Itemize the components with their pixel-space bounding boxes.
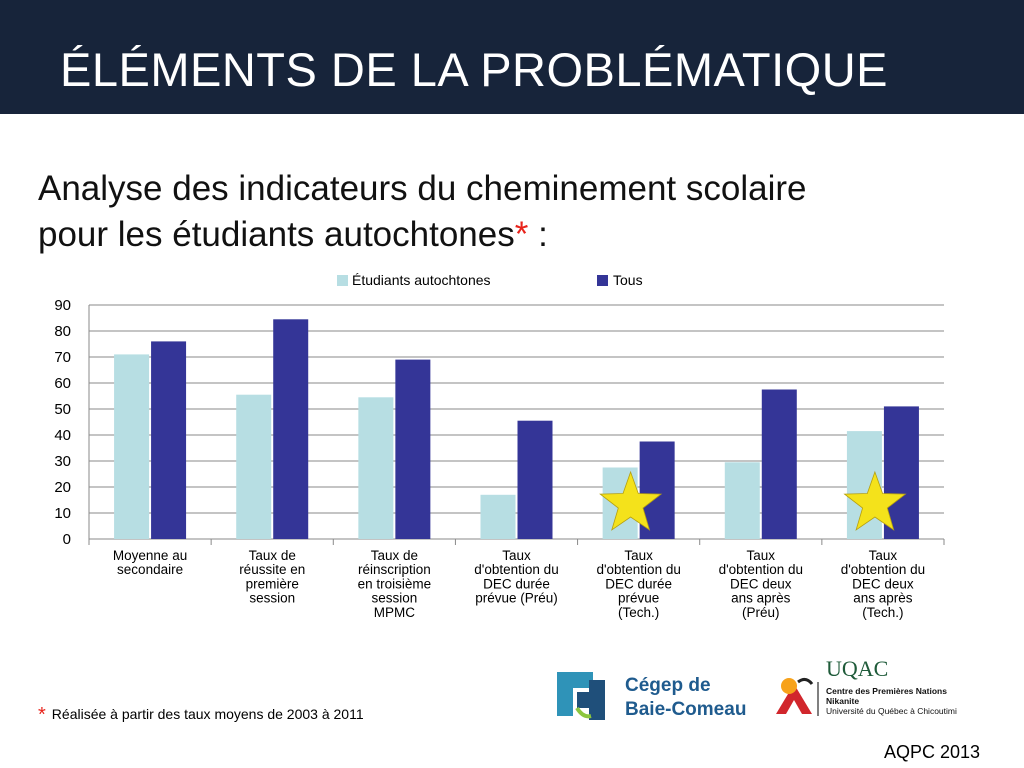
uqac-logo-feather: [797, 677, 814, 685]
x-category-label-0-0: Moyenne au: [113, 548, 187, 563]
subtitle-line-2: pour les étudiants autochtones* :: [38, 212, 998, 258]
bar-tous-1: [273, 319, 309, 539]
bar-autochtones-3: [480, 494, 516, 539]
cegep-logo-swoosh: [575, 706, 592, 719]
x-category-label-3-1: d'obtention du: [474, 562, 558, 577]
highlight-star-6: [843, 470, 907, 531]
x-category-label-1-0: Taux de: [249, 548, 296, 563]
uqac-logo-name: UQAC: [826, 656, 888, 681]
uqac-logo-tent-door: [786, 700, 802, 714]
bar-tous-5: [761, 389, 797, 539]
x-category-label-2-4: MPMC: [374, 605, 415, 620]
x-category-label-3-3: prévue (Préu): [475, 591, 558, 606]
x-category-label-1-1: réussite en: [239, 562, 305, 577]
footnote-asterisk: *: [38, 704, 46, 726]
x-category-label-6-1: d'obtention du: [841, 562, 925, 577]
subtitle-line-2-text: pour les étudiants autochtones: [38, 215, 515, 254]
y-tick-label-70: 70: [54, 349, 71, 366]
highlight-star-4: [599, 470, 663, 531]
x-category-label-4-3: prévue: [618, 591, 659, 606]
x-category-label-5-1: d'obtention du: [719, 562, 803, 577]
cegep-logo-shape-left: [557, 672, 573, 716]
x-category-label-4-1: d'obtention du: [596, 562, 680, 577]
cegep-logo-line-2: Baie-Comeau: [625, 699, 746, 720]
uqac-nikanite-logo: UQAC Centre des Premières Nations Nikani…: [776, 656, 957, 716]
bar-autochtones-0: [114, 354, 150, 539]
y-tick-label-80: 80: [54, 323, 71, 340]
subtitle-asterisk: *: [514, 215, 529, 254]
y-tick-label-30: 30: [54, 453, 71, 470]
x-category-label-2-1: réinscription: [358, 562, 431, 577]
y-tick-label-60: 60: [54, 375, 71, 392]
legend-swatch-tous: [597, 275, 608, 286]
x-category-label-6-0: Taux: [869, 548, 898, 563]
x-category-label-3-0: Taux: [502, 548, 531, 563]
x-category-label-4-0: Taux: [624, 548, 653, 563]
cegep-logo-line-1: Cégep de: [625, 675, 711, 696]
bar-tous-0: [151, 341, 187, 539]
x-category-label-2-3: session: [371, 591, 417, 606]
uqac-logo-line-2: Nikanite: [826, 696, 859, 706]
legend-swatch-autochtones: [337, 275, 348, 286]
source-label: AQPC 2013: [883, 742, 980, 762]
footnote-text: Réalisée à partir des taux moyens de 200…: [51, 706, 364, 722]
x-category-label-1-3: session: [249, 591, 295, 606]
legend-label-autochtones: Étudiants autochtones: [352, 272, 491, 288]
x-category-label-4-2: DEC durée: [605, 576, 672, 591]
x-category-label-5-0: Taux: [747, 548, 776, 563]
subtitle-line-1: Analyse des indicateurs du cheminement s…: [38, 169, 807, 208]
x-category-label-3-2: DEC durée: [483, 576, 550, 591]
bar-autochtones-2: [358, 397, 394, 539]
legend-label-tous: Tous: [613, 272, 643, 288]
bar-autochtones-1: [236, 394, 272, 539]
cegep-logo-shape-right: [589, 680, 605, 720]
y-tick-label-20: 20: [54, 479, 71, 496]
y-tick-label-10: 10: [54, 505, 71, 522]
bar-tous-3: [517, 420, 553, 539]
y-tick-label-0: 0: [63, 531, 71, 548]
x-category-label-6-4: (Tech.): [862, 605, 903, 620]
x-category-label-6-3: ans après: [853, 591, 913, 606]
subtitle-suffix: :: [528, 215, 548, 254]
uqac-logo-line-3: Université du Québec à Chicoutimi: [826, 706, 957, 716]
x-category-label-5-4: (Préu): [742, 605, 780, 620]
x-category-label-6-2: DEC deux: [852, 576, 914, 591]
y-tick-label-40: 40: [54, 427, 71, 444]
footnote: * Réalisée à partir des taux moyens de 20…: [38, 704, 364, 727]
uqac-logo-sun: [781, 678, 797, 694]
x-category-label-2-2: en troisième: [358, 576, 432, 591]
bar-tous-2: [395, 359, 431, 539]
x-category-label-4-4: (Tech.): [618, 605, 659, 620]
x-category-label-5-2: DEC deux: [730, 576, 792, 591]
x-category-label-1-2: première: [246, 576, 299, 591]
slide-subtitle: Analyse des indicateurs du cheminement s…: [38, 166, 998, 258]
uqac-logo-tent: [776, 684, 812, 714]
bar-autochtones-5: [724, 462, 760, 539]
y-tick-label-50: 50: [54, 401, 71, 418]
x-category-label-5-3: ans après: [731, 591, 791, 606]
y-tick-label-90: 90: [54, 297, 71, 314]
x-category-label-2-0: Taux de: [371, 548, 418, 563]
slide-title: ÉLÉMENTS DE LA PROBLÉMATIQUE: [60, 43, 889, 96]
header-bar: ÉLÉMENTS DE LA PROBLÉMATIQUE: [0, 0, 1024, 114]
x-category-label-0-1: secondaire: [117, 562, 183, 577]
cegep-baie-comeau-logo: Cégep de Baie-Comeau: [557, 672, 746, 720]
uqac-logo-line-1: Centre des Premières Nations: [826, 686, 947, 696]
